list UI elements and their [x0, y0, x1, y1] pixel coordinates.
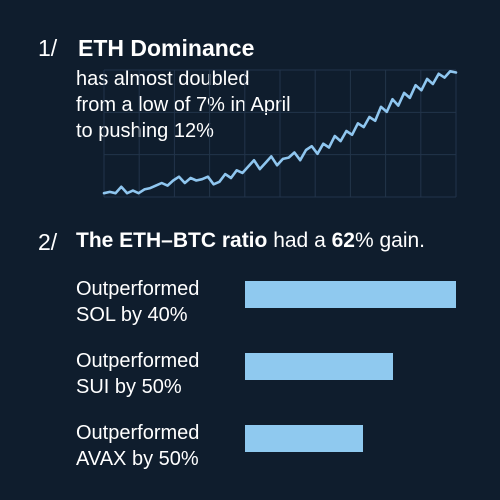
description-line: has almost doubled	[76, 68, 250, 90]
bar-label-line: Outperformed	[76, 350, 200, 372]
eth-dominance-line-chart	[102, 69, 458, 198]
description-line: from a low of 7% in April	[76, 94, 291, 116]
ratio-mid-text: had a	[267, 229, 332, 252]
bar-label: Outperformed SUI by 50%	[76, 348, 199, 400]
section-1-title: ETH Dominance	[78, 35, 255, 61]
bar-row: Outperformed AVAX by 50%	[76, 420, 476, 480]
section-2-number: 2/	[38, 229, 58, 255]
description-line: to pushing 12%	[76, 120, 214, 142]
ratio-end-text: % gain.	[354, 229, 425, 252]
section-1-number: 1/	[38, 35, 58, 61]
bar-label: Outperformed AVAX by 50%	[76, 420, 199, 472]
ratio-value: 62	[331, 229, 355, 252]
ratio-statement: The ETH–BTC ratio had a 62% gain.	[76, 229, 425, 253]
bar-row: Outperformed SOL by 40%	[76, 276, 476, 336]
bar	[245, 425, 364, 452]
bar-label-line: AVAX by 50%	[76, 448, 199, 470]
bar-label-line: SOL by 40%	[76, 304, 188, 326]
bar-label-line: Outperformed	[76, 422, 200, 444]
bar-label: Outperformed SOL by 40%	[76, 276, 199, 328]
bar-row: Outperformed SUI by 50%	[76, 348, 476, 408]
bar-label-line: Outperformed	[76, 278, 200, 300]
eth-dominance-series-line	[102, 70, 458, 195]
bar	[245, 281, 456, 308]
ratio-bold-text: The ETH–BTC ratio	[76, 229, 268, 252]
section-1-description: has almost doubled from a low of 7% in A…	[76, 66, 291, 144]
bar-label-line: SUI by 50%	[76, 376, 182, 398]
bar	[245, 353, 393, 380]
